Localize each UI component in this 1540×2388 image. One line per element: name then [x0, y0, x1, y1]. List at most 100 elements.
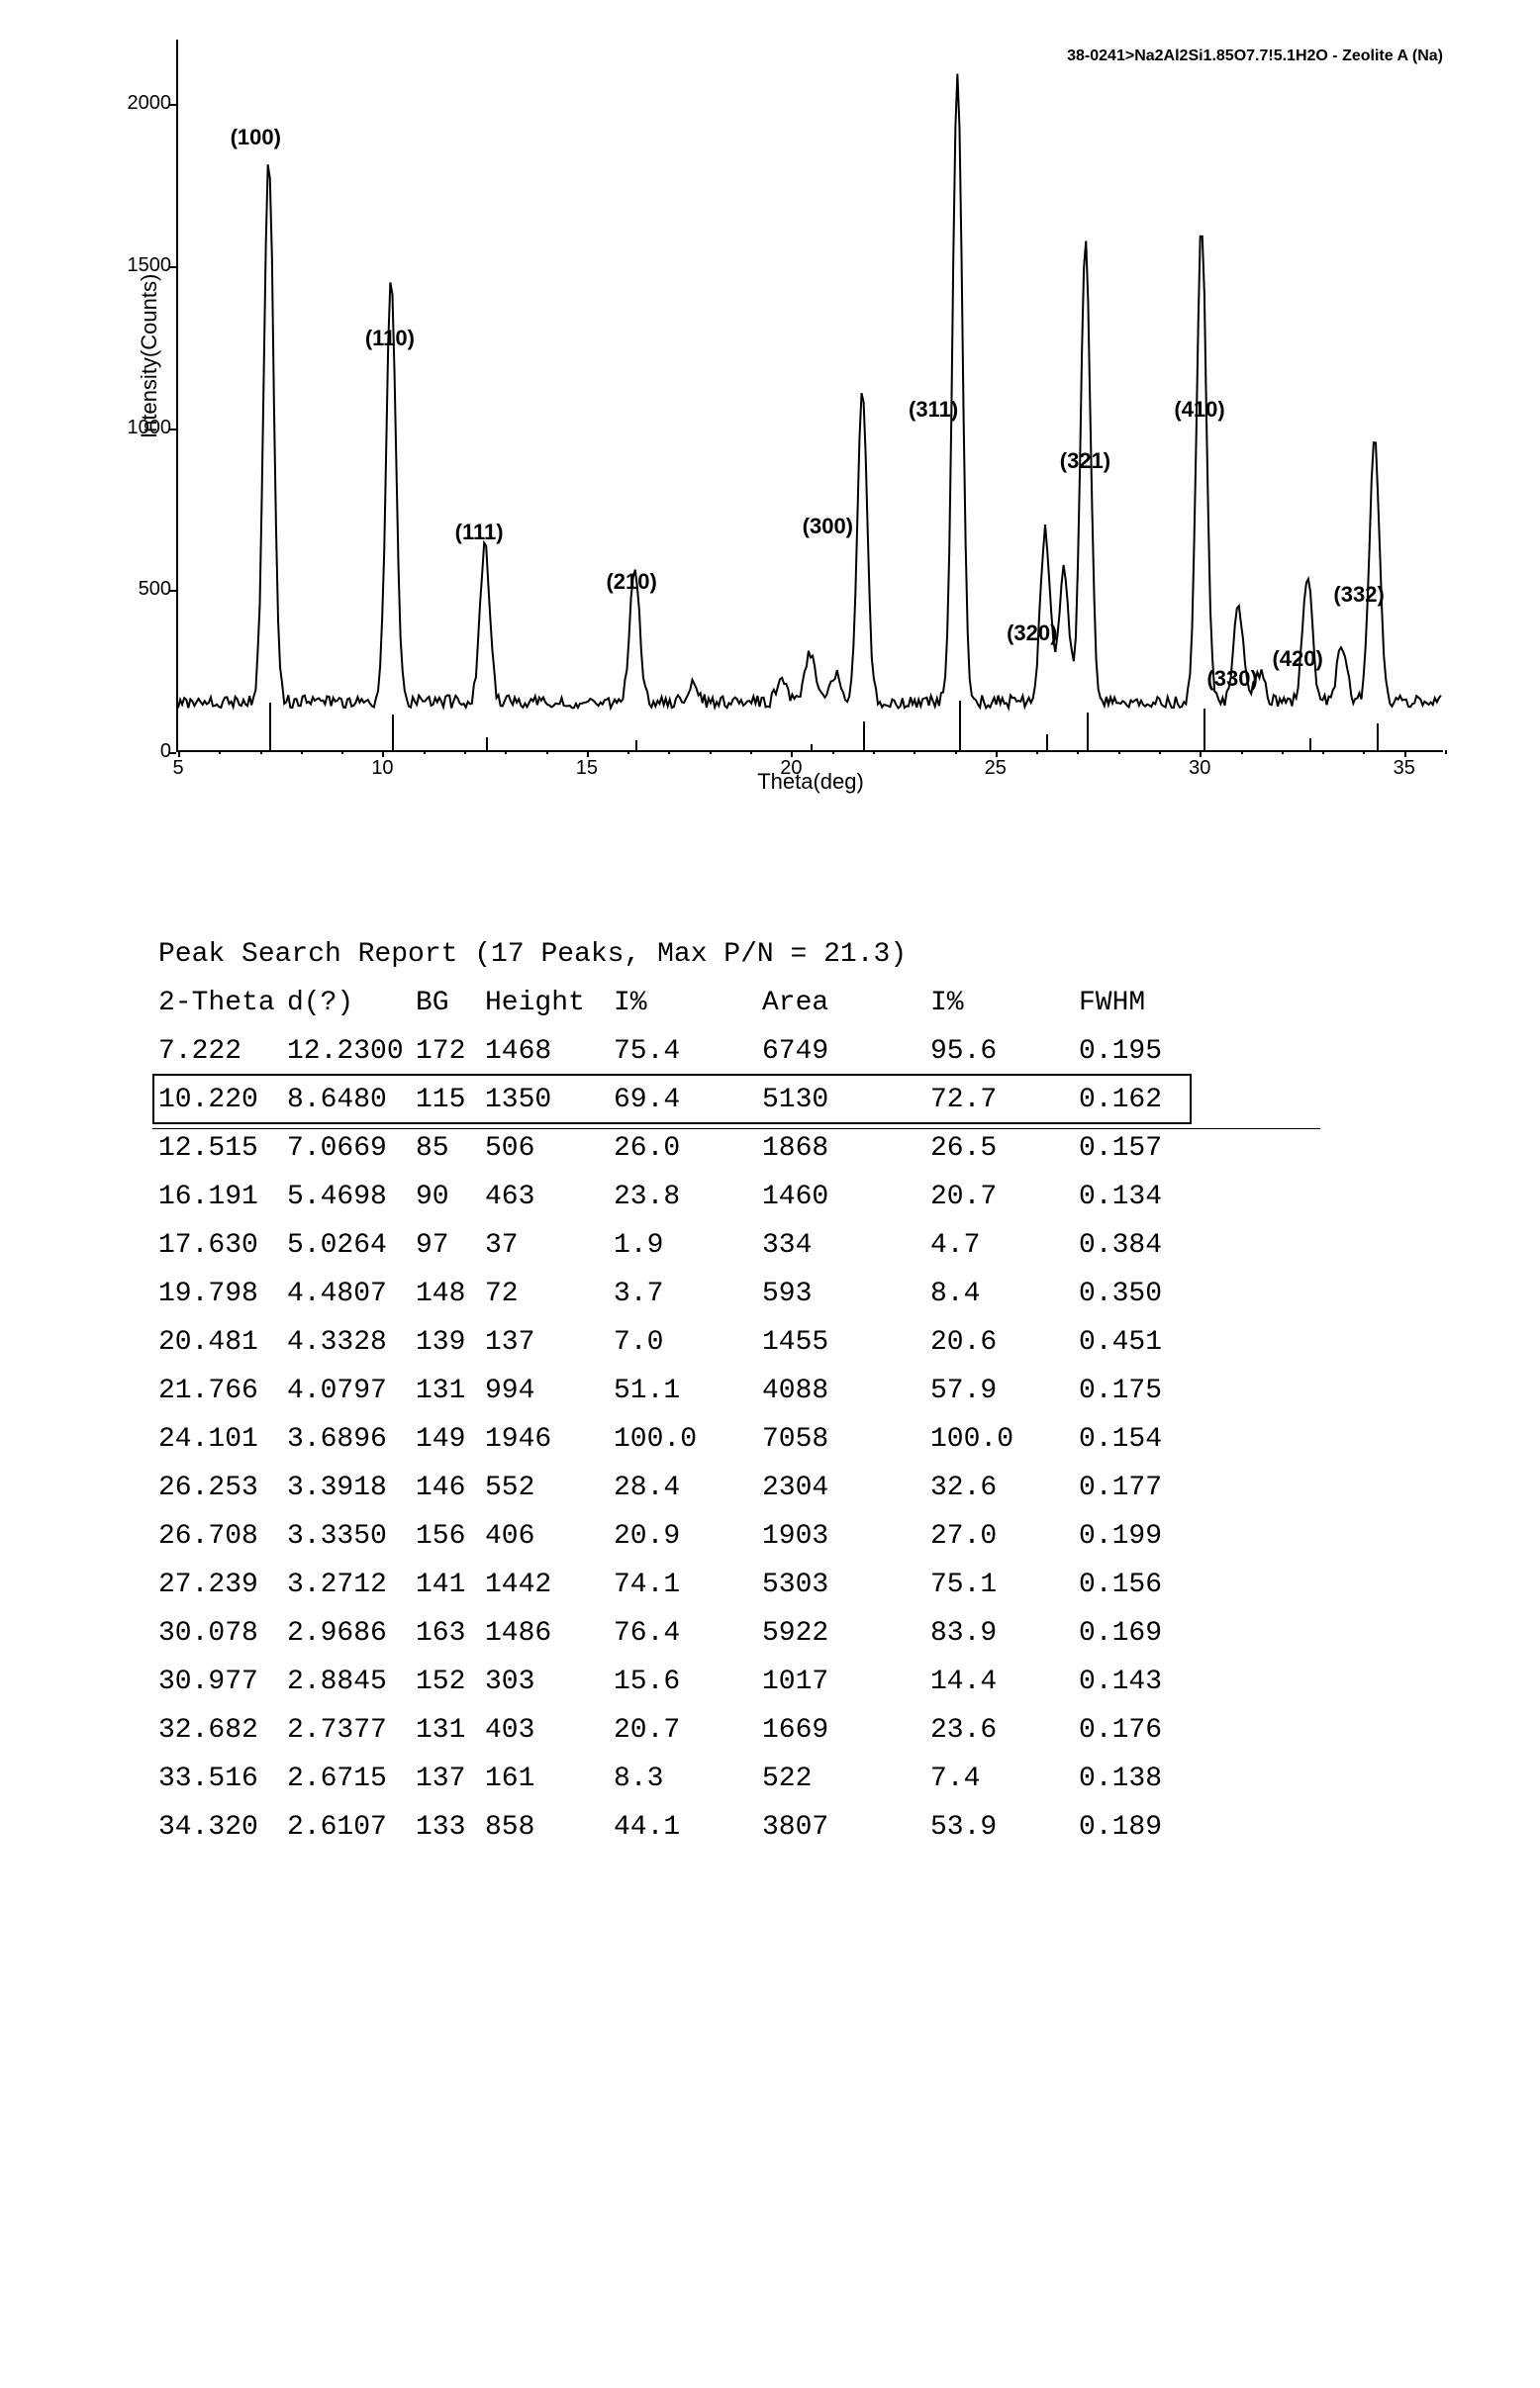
report-cell: 1.9 [614, 1221, 762, 1270]
report-cell: 0.177 [1079, 1464, 1188, 1512]
report-header-cell: BG [416, 979, 485, 1027]
report-cell: 26.708 [158, 1512, 287, 1561]
xrd-pattern-line [178, 40, 1443, 750]
report-row: 27.2393.2712141144274.1530375.10.156 [158, 1561, 1188, 1609]
x-minor-tick [955, 750, 957, 754]
x-tick-mark [791, 750, 793, 757]
peak-hkl-label: (300) [803, 514, 853, 539]
reference-marker [811, 744, 813, 750]
x-minor-tick [1118, 750, 1120, 754]
y-tick-label: 1000 [127, 417, 171, 439]
report-cell: 83.9 [930, 1609, 1079, 1658]
peak-hkl-label: (410) [1174, 397, 1224, 423]
report-cell: 593 [762, 1270, 930, 1318]
report-cell: 28.4 [614, 1464, 762, 1512]
report-row: 34.3202.610713385844.1380753.90.189 [158, 1803, 1188, 1852]
report-cell: 0.199 [1079, 1512, 1188, 1561]
report-cell: 24.101 [158, 1415, 287, 1464]
row-divider [152, 1128, 1320, 1129]
report-cell: 5.0264 [287, 1221, 416, 1270]
report-cell: 3.2712 [287, 1561, 416, 1609]
report-row: 26.7083.335015640620.9190327.00.199 [158, 1512, 1188, 1561]
report-cell: 1486 [485, 1609, 614, 1658]
x-minor-tick [914, 750, 915, 754]
report-cell: 20.7 [614, 1706, 762, 1755]
report-cell: 1455 [762, 1318, 930, 1367]
report-cell: 3.3918 [287, 1464, 416, 1512]
peak-hkl-label: (320) [1007, 621, 1057, 646]
report-cell: 5.4698 [287, 1173, 416, 1221]
y-tick-mark [169, 266, 176, 268]
report-cell: 20.481 [158, 1318, 287, 1367]
report-cell: 21.766 [158, 1367, 287, 1415]
x-tick-mark [1200, 750, 1202, 757]
report-cell: 72 [485, 1270, 614, 1318]
x-minor-tick [627, 750, 629, 754]
x-minor-tick [1445, 750, 1447, 754]
x-tick-label: 15 [576, 757, 598, 780]
reference-marker [1087, 713, 1089, 750]
peak-hkl-label: (311) [909, 397, 958, 423]
report-cell: 0.176 [1079, 1706, 1188, 1755]
report-cell: 75.4 [614, 1027, 762, 1076]
report-cell: 17.630 [158, 1221, 287, 1270]
report-cell: 8.6480 [287, 1076, 416, 1124]
report-cell: 26.0 [614, 1124, 762, 1173]
report-cell: 1903 [762, 1512, 930, 1561]
report-cell: 139 [416, 1318, 485, 1367]
report-cell: 12.515 [158, 1124, 287, 1173]
report-cell: 1946 [485, 1415, 614, 1464]
report-row: 33.5162.67151371618.35227.40.138 [158, 1755, 1188, 1803]
report-cell: 90 [416, 1173, 485, 1221]
report-cell: 7.0669 [287, 1124, 416, 1173]
report-row: 17.6305.026497371.93344.70.384 [158, 1221, 1188, 1270]
reference-marker [1203, 709, 1205, 750]
report-cell: 463 [485, 1173, 614, 1221]
report-cell: 53.9 [930, 1803, 1079, 1852]
report-cell: 2.6715 [287, 1755, 416, 1803]
report-cell: 0.169 [1079, 1609, 1188, 1658]
y-tick-label: 500 [127, 578, 171, 601]
report-cell: 19.798 [158, 1270, 287, 1318]
report-cell: 131 [416, 1706, 485, 1755]
report-cell: 69.4 [614, 1076, 762, 1124]
report-row: 21.7664.079713199451.1408857.90.175 [158, 1367, 1188, 1415]
report-cell: 994 [485, 1367, 614, 1415]
report-cell: 1442 [485, 1561, 614, 1609]
report-cell: 0.134 [1079, 1173, 1188, 1221]
report-cell: 0.157 [1079, 1124, 1188, 1173]
report-cell: 1468 [485, 1027, 614, 1076]
report-cell: 76.4 [614, 1609, 762, 1658]
report-cell: 334 [762, 1221, 930, 1270]
report-cell: 20.6 [930, 1318, 1079, 1367]
report-cell: 57.9 [930, 1367, 1079, 1415]
report-cell: 131 [416, 1367, 485, 1415]
x-tick-label: 10 [371, 757, 393, 780]
report-cell: 156 [416, 1512, 485, 1561]
report-row: 26.2533.391814655228.4230432.60.177 [158, 1464, 1188, 1512]
report-cell: 4.4807 [287, 1270, 416, 1318]
report-cell: 51.1 [614, 1367, 762, 1415]
report-cell: 5922 [762, 1609, 930, 1658]
report-cell: 26.5 [930, 1124, 1079, 1173]
report-row: 16.1915.46989046323.8146020.70.134 [158, 1173, 1188, 1221]
report-cell: 4088 [762, 1367, 930, 1415]
report-cell: 7.222 [158, 1027, 287, 1076]
report-cell: 137 [416, 1755, 485, 1803]
x-tick-label: 20 [780, 757, 802, 780]
report-cell: 4.3328 [287, 1318, 416, 1367]
report-cell: 3.3350 [287, 1512, 416, 1561]
reference-marker [959, 701, 961, 750]
report-cell: 95.6 [930, 1027, 1079, 1076]
report-cell: 7058 [762, 1415, 930, 1464]
report-cell: 74.1 [614, 1561, 762, 1609]
report-row: 7.22212.2300172146875.4674995.60.195 [158, 1027, 1188, 1076]
report-cell: 2.7377 [287, 1706, 416, 1755]
report-row: 32.6822.737713140320.7166923.60.176 [158, 1706, 1188, 1755]
y-tick-label: 2000 [127, 92, 171, 115]
report-cell: 0.189 [1079, 1803, 1188, 1852]
report-cell: 20.7 [930, 1173, 1079, 1221]
report-cell: 161 [485, 1755, 614, 1803]
x-minor-tick [464, 750, 466, 754]
peak-hkl-label: (332) [1333, 582, 1384, 608]
